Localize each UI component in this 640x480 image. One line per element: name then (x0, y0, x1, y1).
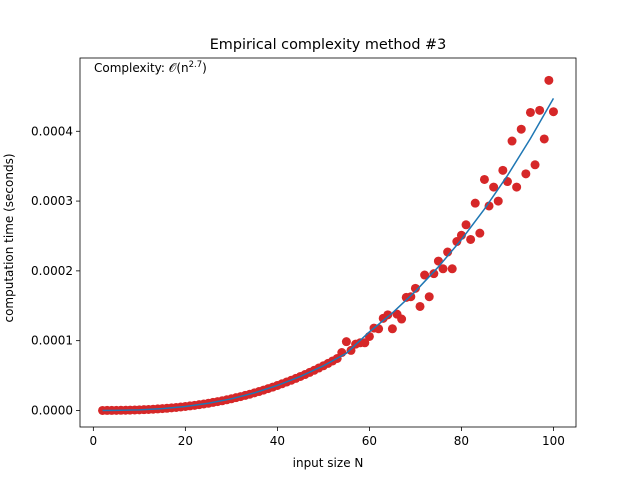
scatter-point (420, 270, 430, 280)
y-tick-label: 0.0000 (31, 403, 73, 417)
scatter-point (387, 324, 397, 334)
scatter-point (530, 160, 540, 170)
y-tick-label: 0.0004 (31, 124, 73, 138)
scatter-point (489, 182, 499, 192)
scatter-point (544, 75, 554, 85)
scatter-point (479, 174, 489, 184)
scatter-point (512, 182, 522, 192)
annotation: Complexity: 𝒪(n2.7) (94, 60, 207, 75)
x-tick-label: 100 (542, 434, 565, 448)
scatter-point (466, 234, 476, 244)
x-tick-label: 60 (362, 434, 377, 448)
scatter-point (498, 165, 508, 175)
x-tick-label: 20 (178, 434, 193, 448)
scatter-point (484, 201, 494, 211)
annotation-prefix: Complexity: 𝒪( (94, 61, 181, 75)
scatter-point (383, 310, 393, 320)
plot-frame (79, 57, 577, 428)
scatter-point (424, 292, 434, 302)
scatter-point (535, 105, 545, 115)
annotation-suffix: ) (202, 61, 207, 75)
y-tick-label: 0.0002 (31, 264, 73, 278)
scatter-point (452, 237, 462, 247)
annotation-exponent: 2.7 (189, 60, 203, 70)
scatter-point (475, 228, 485, 238)
scatter-point (493, 196, 503, 206)
chart-title: Empirical complexity method #3 (210, 37, 447, 53)
scatter-point (516, 124, 526, 134)
x-axis-label: input size N (293, 456, 364, 470)
y-tick-label: 0.0001 (31, 334, 73, 348)
scatter-point (525, 107, 535, 117)
scatter-point (438, 264, 448, 274)
scatter-point (374, 324, 384, 334)
y-tick-label: 0.0003 (31, 194, 73, 208)
scatter-point (429, 269, 439, 279)
y-axis-label: computation time (seconds) (2, 153, 16, 322)
scatter-point (461, 220, 471, 230)
scatter-point (507, 136, 517, 146)
x-tick-label: 0 (90, 434, 98, 448)
scatter-point (360, 338, 370, 348)
scatter-point (521, 169, 531, 179)
scatter-point (397, 314, 407, 324)
scatter-point (415, 301, 425, 311)
x-tick-label: 80 (454, 434, 469, 448)
scatter-point (502, 177, 512, 187)
x-tick-label: 40 (270, 434, 285, 448)
scatter-point (364, 331, 374, 341)
scatter-point (548, 107, 558, 117)
annotation-base: n (181, 61, 189, 75)
fit-line (102, 98, 555, 412)
scatter-point (410, 283, 420, 293)
scatter-point (341, 337, 351, 347)
scatter-point (447, 264, 457, 274)
scatter-point (539, 134, 549, 144)
scatter-point (346, 345, 356, 355)
scatter-point (470, 198, 480, 208)
